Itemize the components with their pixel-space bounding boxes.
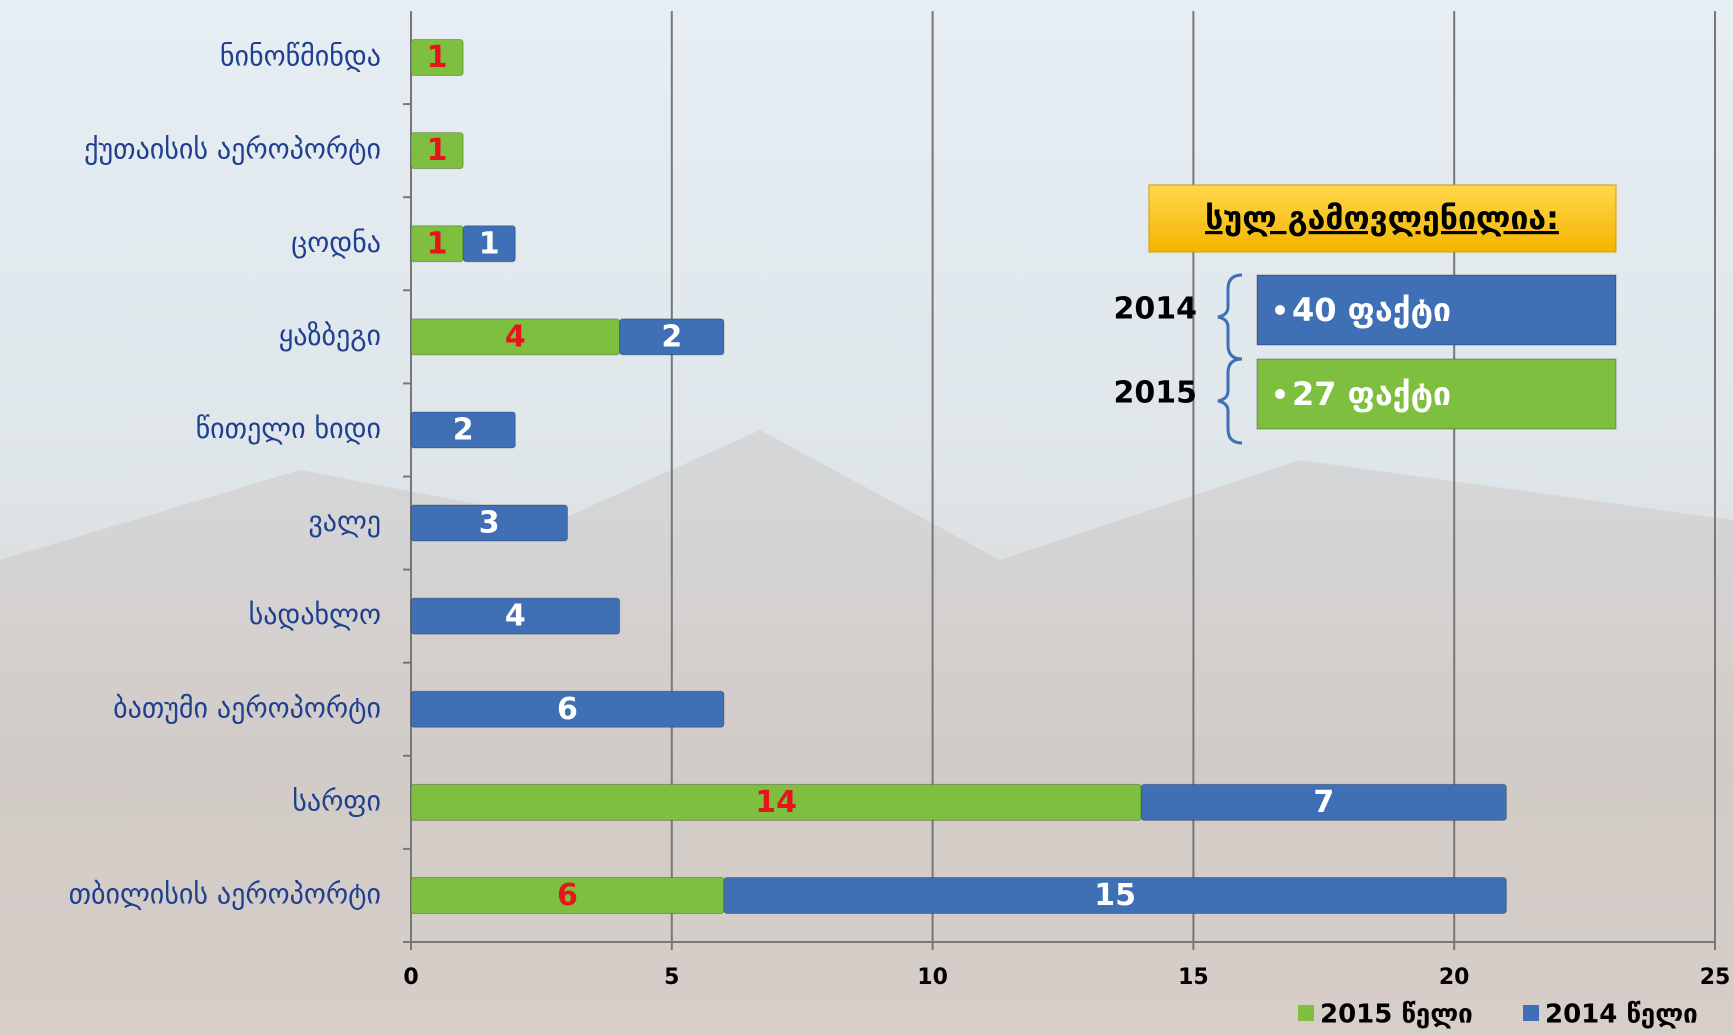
summary-year: 2014 <box>1114 292 1198 327</box>
bullet <box>1275 389 1285 399</box>
bar <box>410 411 516 449</box>
summary-box <box>1256 358 1617 430</box>
value-label: 4 <box>505 599 526 634</box>
value-label: 7 <box>1313 785 1334 820</box>
legend-swatch <box>1523 1005 1539 1021</box>
x-tick-label: 10 <box>917 965 948 990</box>
mountains <box>0 430 1733 1035</box>
bar <box>410 132 464 170</box>
y-tick-label: წითელი ხიდი <box>196 412 381 445</box>
summary: სულ გამოვლენილია: 40 ფაქტი 2014 27 ფაქტი 20… <box>1114 184 1617 445</box>
bar <box>619 318 725 356</box>
summary-text: 40 ფაქტი <box>1292 291 1451 329</box>
brace <box>1217 357 1243 445</box>
bar <box>410 597 621 635</box>
y-tick-label: ვალე <box>308 505 381 538</box>
y-tick-label: ცოდნა <box>291 226 381 259</box>
x-tick-label: 25 <box>1700 965 1731 990</box>
x-tick-label: 15 <box>1178 965 1209 990</box>
x-tick-label: 20 <box>1439 965 1470 990</box>
value-label: 1 <box>427 226 448 261</box>
bullet <box>1275 305 1285 315</box>
bar <box>462 225 516 263</box>
brace <box>1217 273 1243 361</box>
value-label: 1 <box>427 133 448 168</box>
value-label: 15 <box>1094 878 1136 913</box>
value-label: 1 <box>427 40 448 75</box>
value-label: 2 <box>661 319 682 354</box>
summary-title: სულ გამოვლენილია: <box>1205 199 1559 237</box>
summary-year: 2015 <box>1114 376 1198 411</box>
value-label: 6 <box>557 692 578 727</box>
bar <box>723 876 1507 914</box>
x-tick-label: 5 <box>664 965 679 990</box>
value-label: 6 <box>557 878 578 913</box>
y-tick-label: სარფი <box>292 784 381 817</box>
y-tick-label: სადახლო <box>249 598 381 631</box>
y-tick-label: თბილისის აეროპორტი <box>69 877 381 910</box>
x-tick-label: 0 <box>403 965 418 990</box>
legend-label: 2014 წელი <box>1545 1000 1698 1030</box>
bar <box>410 876 725 914</box>
summary-title-box <box>1148 184 1617 253</box>
bar <box>410 690 725 728</box>
y-tick-label: ბათუმი აეროპორტი <box>113 691 381 724</box>
value-label: 4 <box>505 319 526 354</box>
value-label: 14 <box>755 785 797 820</box>
y-tick-label: ქუთაისის აეროპორტი <box>84 133 381 166</box>
value-label: 1 <box>479 226 500 261</box>
value-label: 2 <box>453 412 474 447</box>
bar <box>1140 783 1507 821</box>
y-tick-label: ყაზბეგი <box>279 319 381 352</box>
bar <box>410 504 568 542</box>
summary-box <box>1256 274 1617 346</box>
legend-swatch <box>1298 1005 1314 1021</box>
value-label: 3 <box>479 506 500 541</box>
legend-label: 2015 წელი <box>1320 1000 1473 1030</box>
y-tick-label: ნინოწმინდა <box>220 40 381 73</box>
bar <box>410 39 464 77</box>
summary-text: 27 ფაქტი <box>1292 375 1451 413</box>
